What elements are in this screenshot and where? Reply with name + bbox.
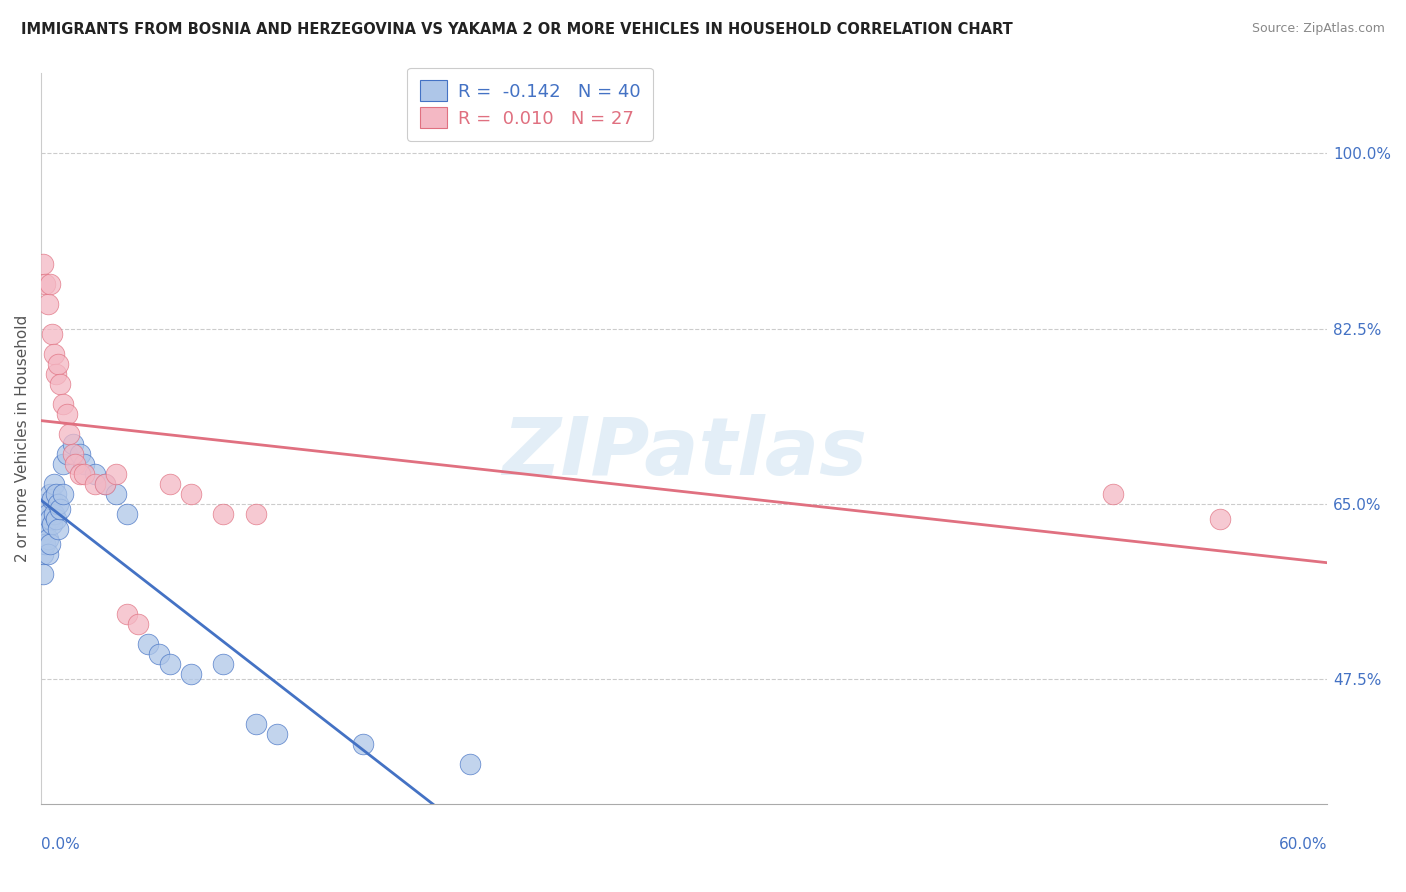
Point [51,397,73,411]
Point [136,637,159,651]
Point [58,426,80,441]
Point [245,717,267,731]
Point [65,457,87,471]
Point [32,527,55,541]
Point [56,447,79,461]
Point [37,507,59,521]
Point [32,547,55,561]
Point [37,547,59,561]
Text: 60.0%: 60.0% [1279,838,1327,852]
Point [37,532,59,546]
Point [1102,487,1125,501]
Point [83,476,105,491]
Point [115,507,138,521]
Point [46,357,69,371]
Point [94,476,117,491]
Point [266,727,288,741]
Point [352,737,374,751]
Text: ZIPatlas: ZIPatlas [502,415,866,492]
Point [38,512,60,526]
Point [32,256,55,270]
Point [212,657,235,672]
Point [69,447,91,461]
Point [69,467,91,481]
Point [62,437,84,451]
Point [115,607,138,621]
Point [73,467,96,481]
Point [49,376,72,391]
Point [32,566,55,581]
Point [105,487,128,501]
Point [38,537,60,551]
Point [34,537,56,551]
Point [34,277,56,291]
Point [458,757,481,772]
Text: Source: ZipAtlas.com: Source: ZipAtlas.com [1251,22,1385,36]
Point [94,476,117,491]
Point [51,457,73,471]
Point [1209,512,1232,526]
Point [83,467,105,481]
Point [45,367,67,381]
Point [127,617,149,632]
Point [180,487,202,501]
Point [45,512,67,526]
Point [212,507,235,521]
Text: IMMIGRANTS FROM BOSNIA AND HERZEGOVINA VS YAKAMA 2 OR MORE VEHICLES IN HOUSEHOLD: IMMIGRANTS FROM BOSNIA AND HERZEGOVINA V… [21,22,1012,37]
Legend: R =  -0.142   N = 40, R =  0.010   N = 27: R = -0.142 N = 40, R = 0.010 N = 27 [406,68,652,141]
Point [38,277,60,291]
Point [51,487,73,501]
Point [159,476,181,491]
Point [105,467,128,481]
Point [37,296,59,310]
Point [38,487,60,501]
Y-axis label: 2 or more Vehicles in Household: 2 or more Vehicles in Household [15,315,30,562]
Point [34,497,56,511]
Point [42,346,65,360]
Point [62,447,84,461]
Point [49,502,72,516]
Point [73,457,96,471]
Point [34,522,56,536]
Point [56,407,79,421]
Point [41,516,63,531]
Point [180,667,202,681]
Point [42,507,65,521]
Text: 0.0%: 0.0% [41,838,80,852]
Point [245,507,267,521]
Point [45,487,67,501]
Point [41,326,63,341]
Point [42,476,65,491]
Point [41,491,63,506]
Point [159,657,181,672]
Point [46,497,69,511]
Point [148,647,170,661]
Point [46,522,69,536]
